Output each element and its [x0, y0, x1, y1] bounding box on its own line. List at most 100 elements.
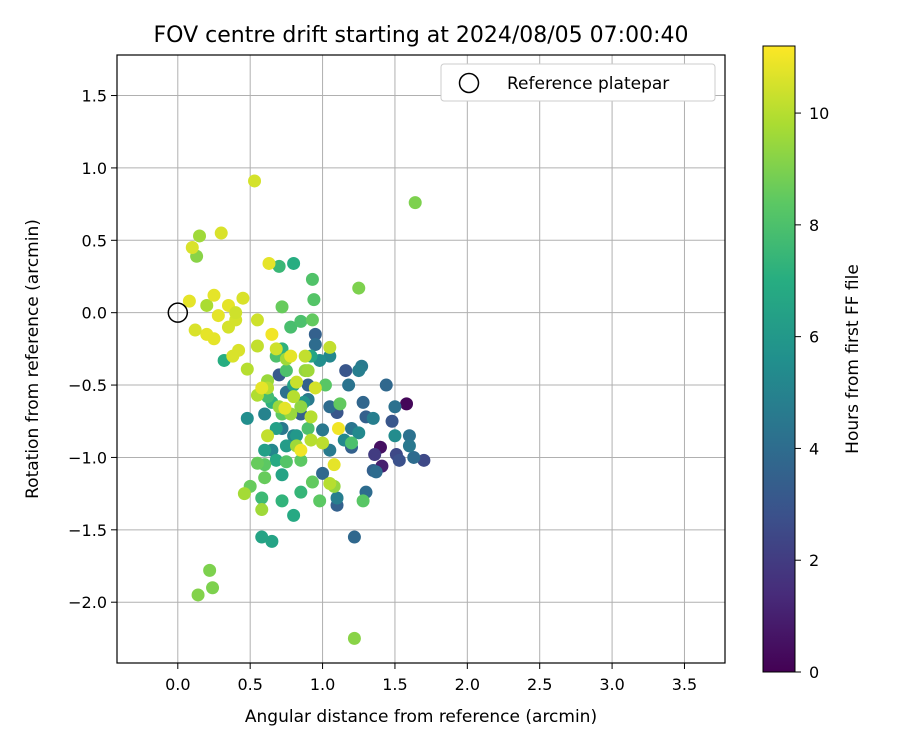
x-tick-label: 2.0 — [455, 675, 480, 694]
data-point — [265, 534, 279, 548]
data-point — [388, 400, 402, 414]
data-point — [294, 314, 308, 328]
data-point — [313, 494, 327, 508]
data-point — [333, 397, 347, 411]
data-point — [262, 256, 276, 270]
data-point — [356, 494, 370, 508]
colorbar-tick-label: 8 — [809, 216, 819, 235]
data-point — [307, 293, 321, 307]
data-point — [193, 229, 207, 243]
data-point — [305, 272, 319, 286]
data-point — [269, 342, 283, 356]
x-tick-label: 3.5 — [672, 675, 697, 694]
data-point — [331, 421, 345, 435]
data-point — [284, 320, 298, 334]
data-point — [323, 340, 337, 354]
colorbar-tick-label: 4 — [809, 439, 819, 458]
data-point — [352, 364, 366, 378]
data-point — [304, 433, 318, 447]
data-point — [347, 631, 361, 645]
data-point — [352, 281, 366, 295]
data-point — [255, 381, 269, 395]
x-tick-label: 1.5 — [382, 675, 407, 694]
data-point — [269, 421, 283, 435]
data-point — [279, 439, 293, 453]
data-point — [207, 288, 221, 302]
data-point — [305, 313, 319, 327]
data-point — [258, 471, 272, 485]
data-point — [294, 443, 308, 457]
data-point — [330, 491, 344, 505]
reference-platepar-marker — [167, 302, 189, 323]
y-axis-label: Rotation from reference (arcmin) — [23, 219, 43, 499]
data-point — [290, 429, 304, 443]
data-point — [240, 362, 254, 376]
legend-label: Reference platepar — [507, 74, 669, 94]
data-point — [316, 466, 330, 480]
data-point — [417, 453, 431, 467]
data-point — [294, 453, 308, 467]
colorbar-gradient — [763, 46, 795, 672]
colorbar-tick-label: 6 — [809, 328, 819, 347]
data-point — [211, 309, 225, 323]
x-tick-label: 2.5 — [527, 675, 552, 694]
data-point — [402, 429, 416, 443]
colorbar-ticks: 0 2 4 6 8 10 — [795, 104, 829, 682]
data-point — [327, 458, 341, 472]
data-point — [408, 196, 422, 210]
legend-open-circle-icon — [458, 72, 480, 94]
y-tick-label: 0.0 — [82, 304, 107, 323]
data-point — [388, 429, 402, 443]
plot-frame — [116, 54, 726, 664]
data-point — [366, 411, 380, 425]
data-point — [392, 453, 406, 467]
data-point — [301, 421, 315, 435]
data-point — [191, 588, 205, 602]
colorbar-label: Hours from first FF file — [843, 264, 863, 454]
data-point — [278, 401, 292, 415]
x-tick-label: 1.0 — [310, 675, 335, 694]
data-point — [304, 410, 318, 424]
x-tick-label: 0.0 — [165, 675, 190, 694]
data-point — [214, 226, 228, 240]
data-point — [237, 487, 251, 501]
y-tick-label: −0.5 — [68, 376, 107, 395]
data-point — [240, 411, 254, 425]
data-point — [185, 241, 199, 255]
legend: Reference platepar — [440, 63, 716, 102]
data-point — [275, 468, 289, 482]
data-point — [345, 436, 359, 450]
data-point — [294, 485, 308, 499]
data-point — [287, 390, 301, 404]
data-point — [294, 400, 308, 414]
data-point — [206, 581, 220, 595]
data-point — [207, 332, 221, 346]
y-tick-label: 1.5 — [82, 87, 107, 106]
y-tick-label: −1.0 — [68, 448, 107, 467]
data-point — [402, 439, 416, 453]
data-point — [356, 395, 370, 409]
x-tick-label: 0.5 — [237, 675, 262, 694]
data-point — [250, 339, 264, 353]
data-point — [255, 491, 269, 505]
data-point — [339, 364, 353, 378]
y-tick-label: 1.0 — [82, 159, 107, 178]
data-point — [316, 436, 330, 450]
data-point — [316, 423, 330, 437]
chart-title: FOV centre drift starting at 2024/08/05 … — [154, 23, 689, 48]
data-point — [269, 453, 283, 467]
data-point — [258, 407, 272, 421]
data-point — [323, 476, 337, 490]
data-point — [352, 426, 366, 440]
data-point — [258, 443, 272, 457]
data-point — [305, 475, 319, 489]
data-point — [248, 174, 262, 188]
data-point — [284, 349, 298, 363]
data-point — [261, 429, 275, 443]
colorbar-tick-label: 0 — [809, 663, 819, 682]
data-point — [226, 349, 240, 363]
data-point — [203, 563, 217, 577]
data-point — [236, 291, 250, 305]
data-point — [250, 313, 264, 327]
